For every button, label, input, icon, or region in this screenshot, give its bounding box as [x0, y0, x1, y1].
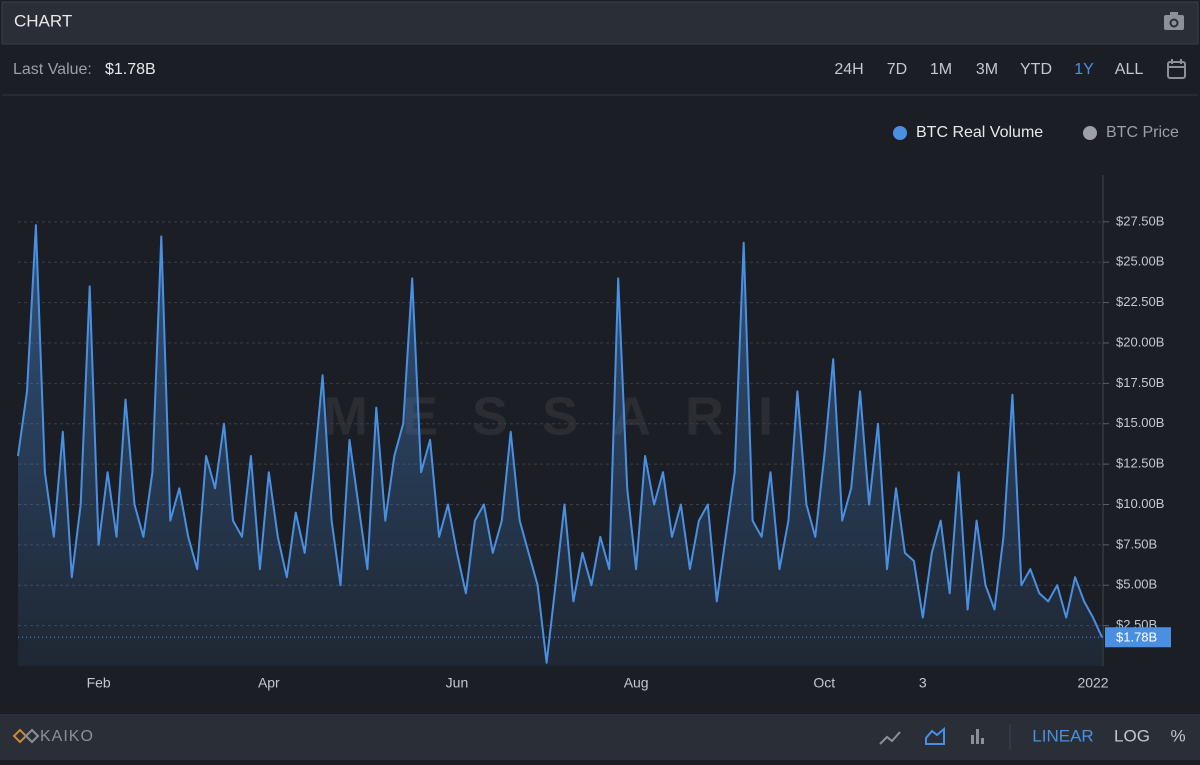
y-tick-label: $22.50B — [1116, 294, 1164, 309]
y-tick-label: $25.00B — [1116, 254, 1164, 269]
last-value-badge-label: $1.78B — [1116, 630, 1157, 645]
scale-button[interactable]: % — [1170, 726, 1185, 745]
range-button[interactable]: 24H — [834, 61, 863, 78]
x-tick-label: Jun — [446, 675, 469, 691]
footer-bar — [0, 714, 1200, 760]
legend-marker[interactable] — [893, 126, 907, 140]
x-tick-label: Feb — [87, 675, 111, 691]
range-buttons: 24H 7D 1M 3M YTD 1Y ALL — [834, 61, 1143, 78]
range-button[interactable]: 7D — [887, 61, 907, 78]
x-tick-label: Oct — [813, 675, 835, 691]
y-tick-label: $10.00B — [1116, 496, 1164, 511]
header-bar — [1, 1, 1199, 45]
legend-label[interactable]: BTC Real Volume — [916, 124, 1043, 141]
legend-label[interactable]: BTC Price — [1106, 124, 1179, 141]
bar-chart-icon[interactable] — [971, 729, 984, 744]
range-button[interactable]: YTD — [1020, 61, 1052, 78]
x-tick-label: 2022 — [1077, 675, 1108, 691]
calendar-icon[interactable] — [1167, 59, 1186, 79]
line — [17, 224, 1103, 664]
range-button[interactable]: 1M — [930, 61, 952, 78]
area — [18, 225, 1102, 666]
header-title: CHART — [14, 11, 72, 30]
last-value: $1.78B — [105, 61, 156, 78]
x-tick-label: Apr — [258, 675, 280, 691]
kaiko-logo — [12, 728, 40, 744]
range-button[interactable]: 3M — [976, 61, 998, 78]
range-button[interactable]: ALL — [1115, 61, 1144, 78]
x-tick-label: 3 — [919, 675, 927, 691]
area-chart-icon[interactable] — [925, 726, 945, 745]
last-value-label: Last Value: — [13, 61, 92, 78]
y-tick-label: $27.50B — [1116, 213, 1164, 228]
legend-marker[interactable] — [1083, 126, 1097, 140]
range-button[interactable]: 1Y — [1074, 61, 1094, 78]
brand: KAIKO — [40, 728, 94, 745]
scale-button[interactable]: LOG — [1114, 726, 1150, 745]
y-tick-label: $7.50B — [1116, 536, 1157, 551]
y-tick-label: $5.00B — [1116, 577, 1157, 592]
scale-buttons: LINEAR LOG% — [1032, 726, 1185, 745]
y-tick-label: $15.00B — [1116, 415, 1164, 430]
scale-button[interactable]: LINEAR — [1032, 726, 1093, 745]
y-tick-label: $20.00B — [1116, 334, 1164, 349]
watermark: MESSARI — [323, 386, 807, 446]
camera-icon[interactable] — [1164, 12, 1184, 30]
last-value-badge — [1105, 627, 1171, 648]
x-tick-label: Aug — [624, 675, 649, 691]
line-chart-icon[interactable] — [879, 731, 901, 745]
y-tick-label: $17.50B — [1116, 375, 1164, 390]
y-tick-label: $12.50B — [1116, 456, 1164, 471]
